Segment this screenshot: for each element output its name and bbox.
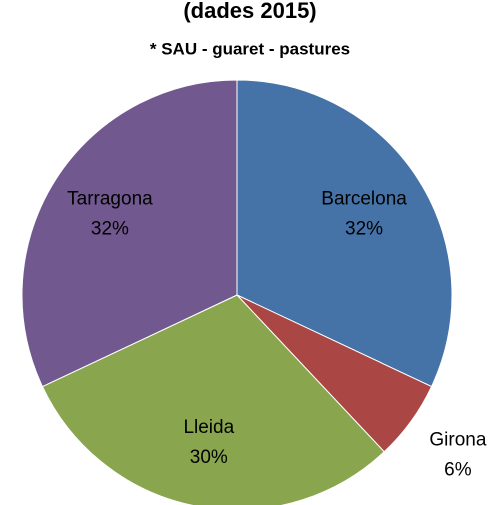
slice-value-label: 32% [345, 218, 383, 239]
pie-slice [21, 79, 238, 388]
chart-title: (dades 2015) [183, 0, 316, 23]
slice-value-label: 6% [444, 460, 472, 481]
slice-label: Lleida [183, 417, 234, 438]
slice-label: Barcelona [321, 188, 407, 209]
chart-subtitle: * SAU - guaret - pastures [150, 39, 350, 58]
pie-slice [236, 79, 453, 388]
slice-value-label: 30% [190, 447, 228, 468]
slice-label: Tarragona [67, 188, 153, 209]
pie-slice [41, 294, 385, 505]
slice-label: Girona [429, 430, 486, 451]
slice-value-label: 32% [91, 218, 129, 239]
